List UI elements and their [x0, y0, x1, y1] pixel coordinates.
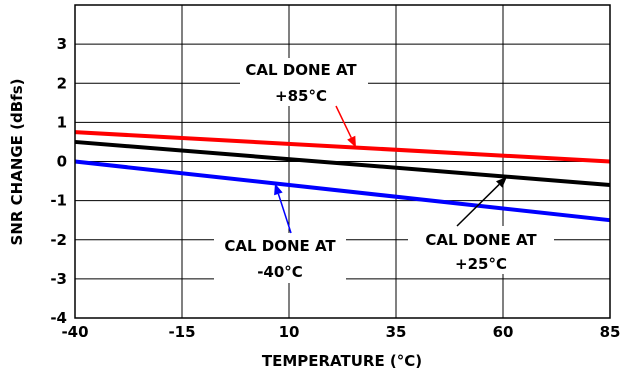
x-tick-label: 10: [279, 323, 300, 341]
annotation-arrow: [456, 183, 500, 227]
annotation-arrowhead: [347, 135, 356, 148]
y-tick-label: 2: [57, 74, 67, 92]
annotation-label-line1: CAL DONE AT: [245, 61, 357, 79]
x-tick-label: 60: [493, 323, 514, 341]
tick-layer: -40 -15 10 35 60 85 -4 -3 -2 -1 0 1 2 3: [50, 35, 620, 341]
series-line-2: [74, 139, 611, 187]
annotation-box: [240, 58, 368, 106]
annotation-arrowhead: [274, 183, 283, 196]
y-tick-label: -1: [50, 192, 67, 210]
annotation-label-line1: CAL DONE AT: [224, 237, 336, 255]
y-tick-label: -2: [50, 231, 67, 249]
y-tick-label: 0: [57, 153, 67, 171]
series-layer: [74, 130, 611, 223]
x-tick-label: 85: [600, 323, 621, 341]
y-tick-label: 3: [57, 35, 67, 53]
x-tick-label: -15: [168, 323, 195, 341]
annotation-label-line2: +85°C: [275, 87, 327, 105]
y-axis-title: SNR CHANGE (dBfs): [8, 79, 26, 246]
series-line-3: [74, 159, 611, 223]
x-axis-title: TEMPERATURE (°C): [262, 352, 422, 370]
y-tick-label: -3: [50, 270, 67, 288]
annotation-label-line2: +25°C: [455, 255, 507, 273]
annotation-arrow: [277, 193, 292, 234]
annotation-label-line1: CAL DONE AT: [425, 231, 537, 249]
annotation-box: [214, 233, 346, 283]
annotation-arrow: [335, 105, 352, 138]
y-tick-label: -4: [50, 309, 67, 327]
annotation-layer: CAL DONE AT +85°C CAL DONE AT -40°C CAL DONE…: [214, 58, 554, 283]
annotation-arrowhead: [496, 176, 507, 188]
annotation-box: [408, 226, 554, 274]
plot-frame: [74, 4, 611, 319]
y-tick-label: 1: [57, 113, 67, 131]
series-line-1: [74, 130, 611, 164]
annotation-label-line2: -40°C: [257, 263, 303, 281]
x-tick-label: -40: [61, 323, 88, 341]
x-tick-label: 35: [386, 323, 407, 341]
